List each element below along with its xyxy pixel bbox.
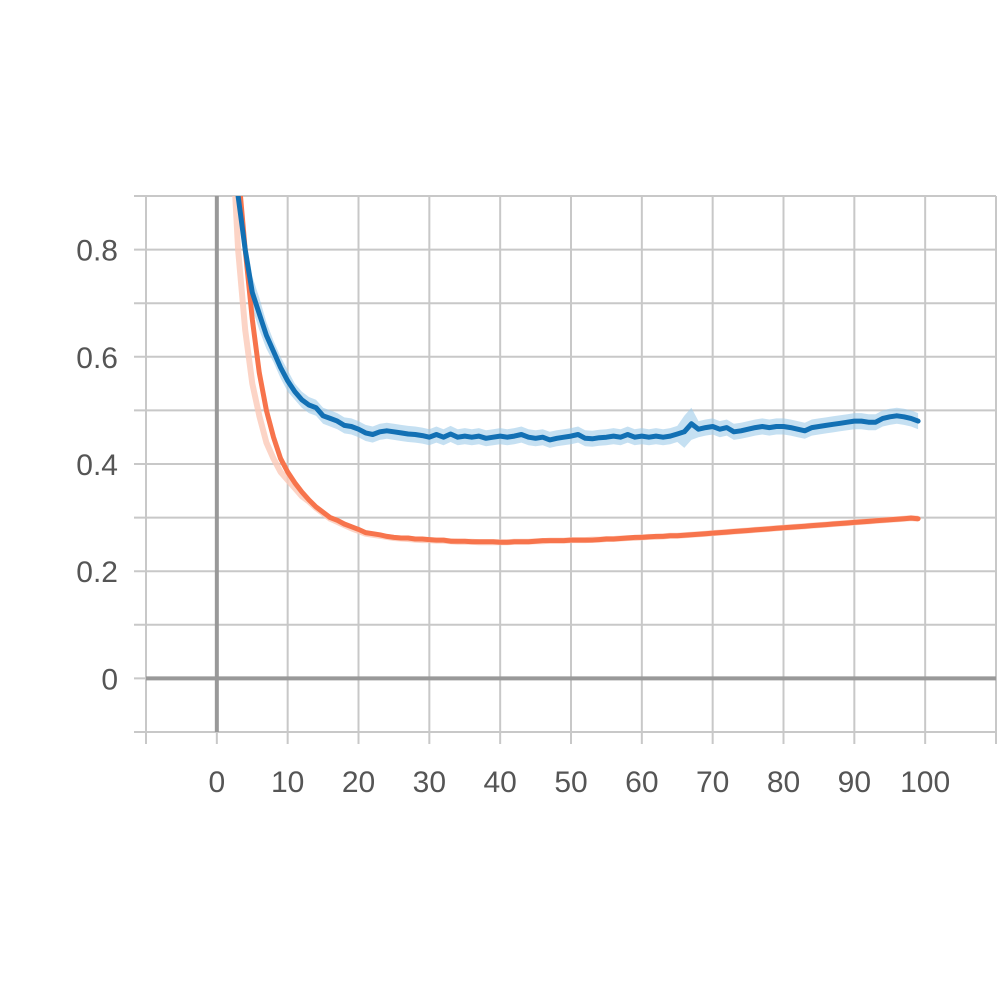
series-orange-raw-line (232, 196, 919, 546)
x-tick-label: 0 (208, 766, 225, 799)
series-blue-line (235, 196, 921, 443)
y-tick-label: 0.8 (76, 235, 118, 268)
y-tick-labels: 0 0.2 0.4 0.6 0.8 (76, 235, 118, 697)
y-tick-label: 0.4 (76, 449, 118, 482)
x-tick-label: 60 (625, 766, 658, 799)
x-tick-label: 70 (696, 766, 729, 799)
y-tick-label: 0 (101, 663, 118, 696)
confidence-bands (232, 196, 919, 546)
axes (146, 196, 996, 732)
series-orange-line (237, 196, 921, 545)
x-tick-label: 90 (838, 766, 871, 799)
y-tick-label: 0.2 (76, 556, 118, 589)
series-lines (235, 196, 921, 545)
x-tick-label: 80 (767, 766, 800, 799)
x-tick-label: 50 (554, 766, 587, 799)
x-tick-label: 20 (342, 766, 375, 799)
grid-lines (134, 195, 997, 744)
x-tick-label: 30 (413, 766, 446, 799)
x-tick-label: 10 (271, 766, 304, 799)
x-tick-label: 100 (900, 766, 950, 799)
x-tick-labels: 0 10 20 30 40 50 60 70 80 90 100 (208, 766, 950, 799)
x-tick-label: 40 (483, 766, 516, 799)
series-blue-band (236, 196, 919, 448)
y-tick-label: 0.6 (76, 342, 118, 375)
